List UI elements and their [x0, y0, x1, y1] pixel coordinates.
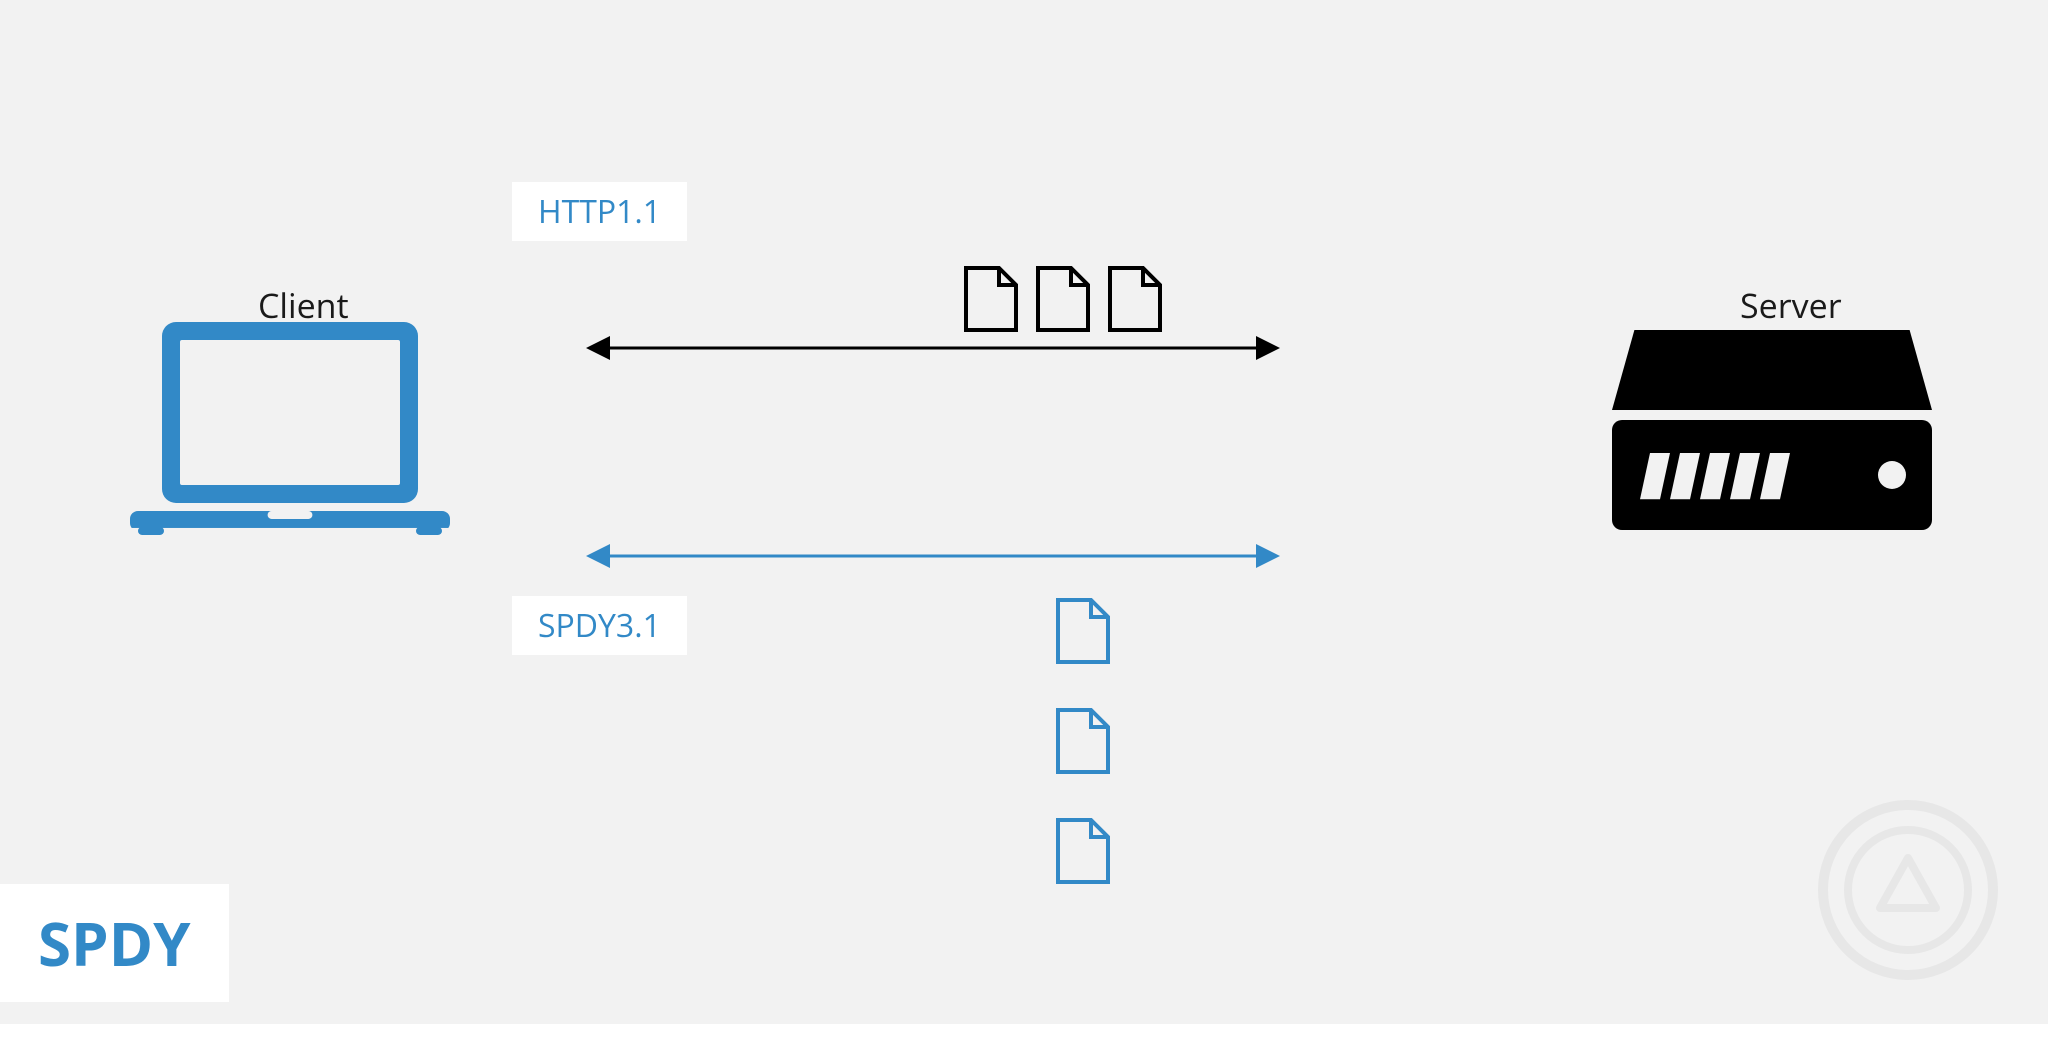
- diagram-canvas: Client Server HTTP1.1 SPDY3.1 SPDY: [0, 0, 2048, 1024]
- client-label: Client: [258, 282, 349, 328]
- http-protocol-label: HTTP1.1: [512, 182, 687, 241]
- diagram-title: SPDY: [0, 884, 229, 1002]
- server-label: Server: [1740, 282, 1842, 328]
- spdy-protocol-label: SPDY3.1: [512, 596, 687, 655]
- spdy-connection: [0, 0, 2048, 1024]
